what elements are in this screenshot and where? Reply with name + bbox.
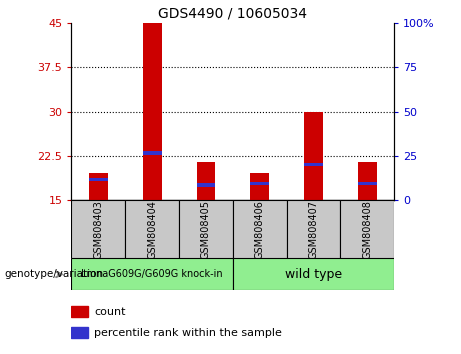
- Bar: [358, 182, 377, 185]
- Text: GSM808406: GSM808406: [254, 200, 265, 259]
- Bar: [71, 306, 88, 317]
- Text: GSM808408: GSM808408: [362, 200, 372, 259]
- Bar: [250, 173, 269, 200]
- Bar: [71, 327, 88, 338]
- Bar: [125, 200, 179, 258]
- Text: genotype/variation: genotype/variation: [5, 269, 104, 279]
- Bar: [196, 162, 215, 200]
- Text: GSM808407: GSM808407: [308, 200, 319, 259]
- Bar: [250, 182, 269, 185]
- Text: count: count: [94, 307, 125, 316]
- Bar: [304, 112, 323, 200]
- Title: GDS4490 / 10605034: GDS4490 / 10605034: [158, 6, 307, 21]
- Bar: [143, 151, 161, 155]
- Text: wild type: wild type: [285, 268, 342, 281]
- Bar: [304, 163, 323, 166]
- Bar: [89, 178, 108, 181]
- Bar: [196, 183, 215, 187]
- Bar: [71, 200, 125, 258]
- Text: percentile rank within the sample: percentile rank within the sample: [94, 328, 282, 338]
- Bar: [287, 200, 340, 258]
- Text: GSM808403: GSM808403: [93, 200, 103, 259]
- Bar: [233, 258, 394, 290]
- Bar: [340, 200, 394, 258]
- Text: GSM808404: GSM808404: [147, 200, 157, 259]
- Bar: [358, 162, 377, 200]
- Bar: [71, 258, 233, 290]
- Bar: [233, 200, 287, 258]
- Bar: [89, 173, 108, 200]
- Text: LmnaG609G/G609G knock-in: LmnaG609G/G609G knock-in: [81, 269, 223, 279]
- Bar: [143, 23, 161, 200]
- Bar: [179, 200, 233, 258]
- Text: GSM808405: GSM808405: [201, 200, 211, 259]
